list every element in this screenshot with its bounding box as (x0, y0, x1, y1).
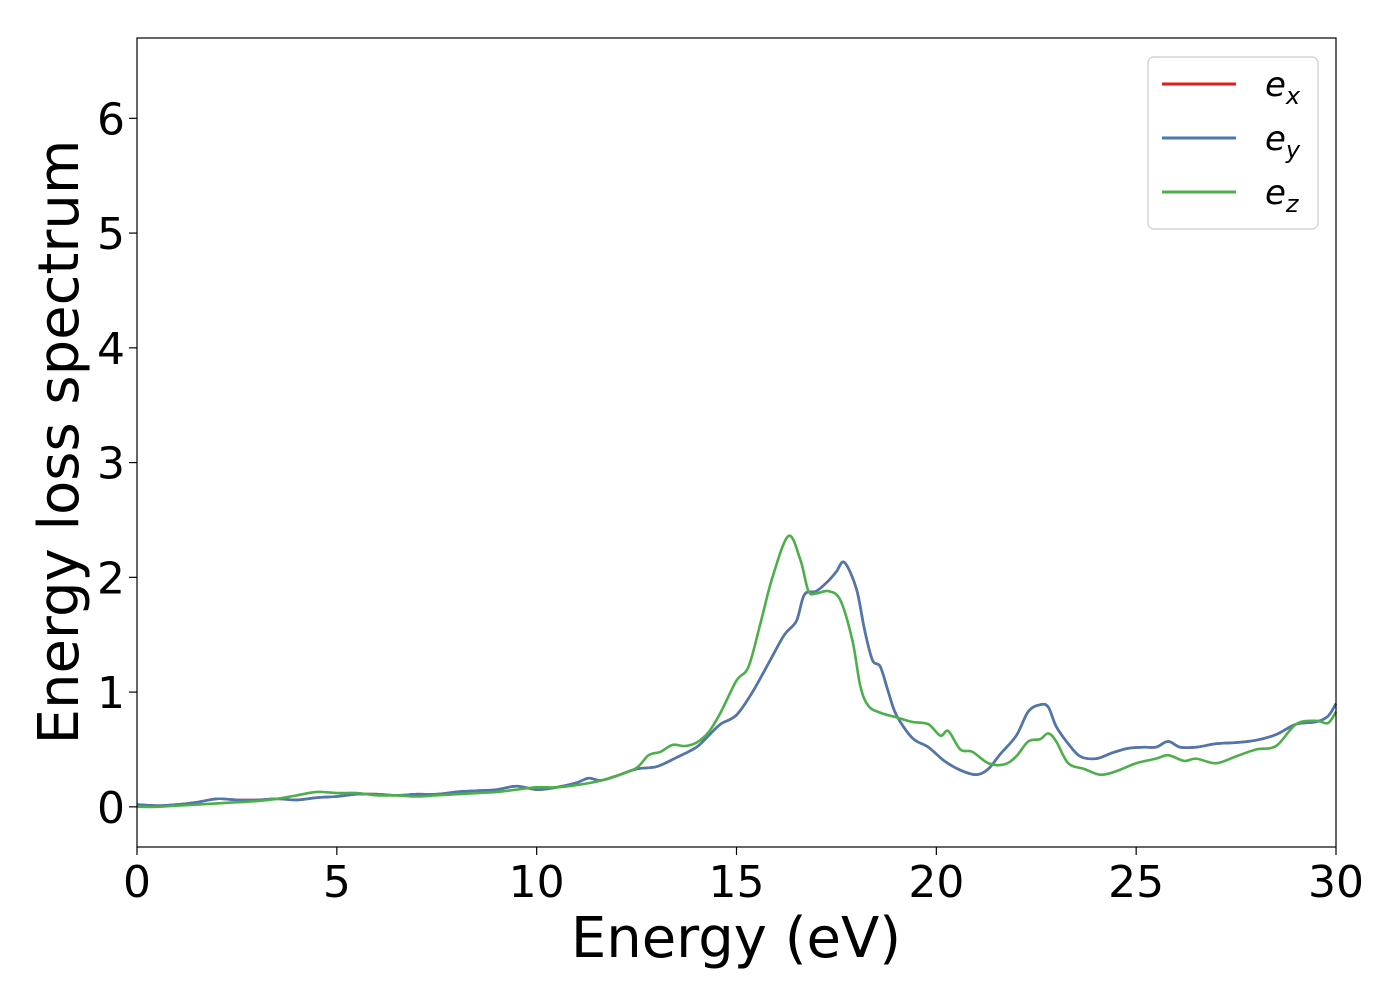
series-line-z (136, 534, 1338, 809)
x-tick-label: 25 (1108, 857, 1164, 908)
y-tick-label: 4 (97, 324, 125, 375)
y-axis-ticks: 0 1 2 3 4 5 6 (97, 94, 137, 834)
y-tick-label: 3 (97, 439, 125, 490)
y-tick-label: 1 (97, 668, 125, 719)
legend: ex ey ez (1147, 56, 1319, 230)
x-tick-label: 20 (908, 857, 964, 908)
x-tick-label: 5 (323, 857, 351, 908)
x-tick-label: 15 (709, 857, 765, 908)
legend-label-x: ex (1265, 65, 1301, 110)
x-axis-ticks: 0 5 10 15 20 25 30 (123, 847, 1364, 908)
series-layer (136, 534, 1338, 809)
legend-box (1147, 56, 1319, 230)
x-tick-label: 10 (509, 857, 565, 908)
x-tick-label: 30 (1308, 857, 1364, 908)
y-tick-label: 6 (97, 94, 125, 145)
plot-background (137, 38, 1336, 847)
y-tick-label: 5 (97, 209, 125, 260)
y-tick-label: 0 (97, 783, 125, 834)
x-tick-label: 0 (123, 857, 151, 908)
x-axis-label: Energy (eV) (571, 906, 901, 971)
legend-label-y: ey (1265, 119, 1301, 164)
y-axis-label: Energy loss spectrum (27, 140, 92, 745)
y-tick-label: 2 (97, 553, 125, 604)
legend-label-z: ez (1265, 173, 1300, 218)
